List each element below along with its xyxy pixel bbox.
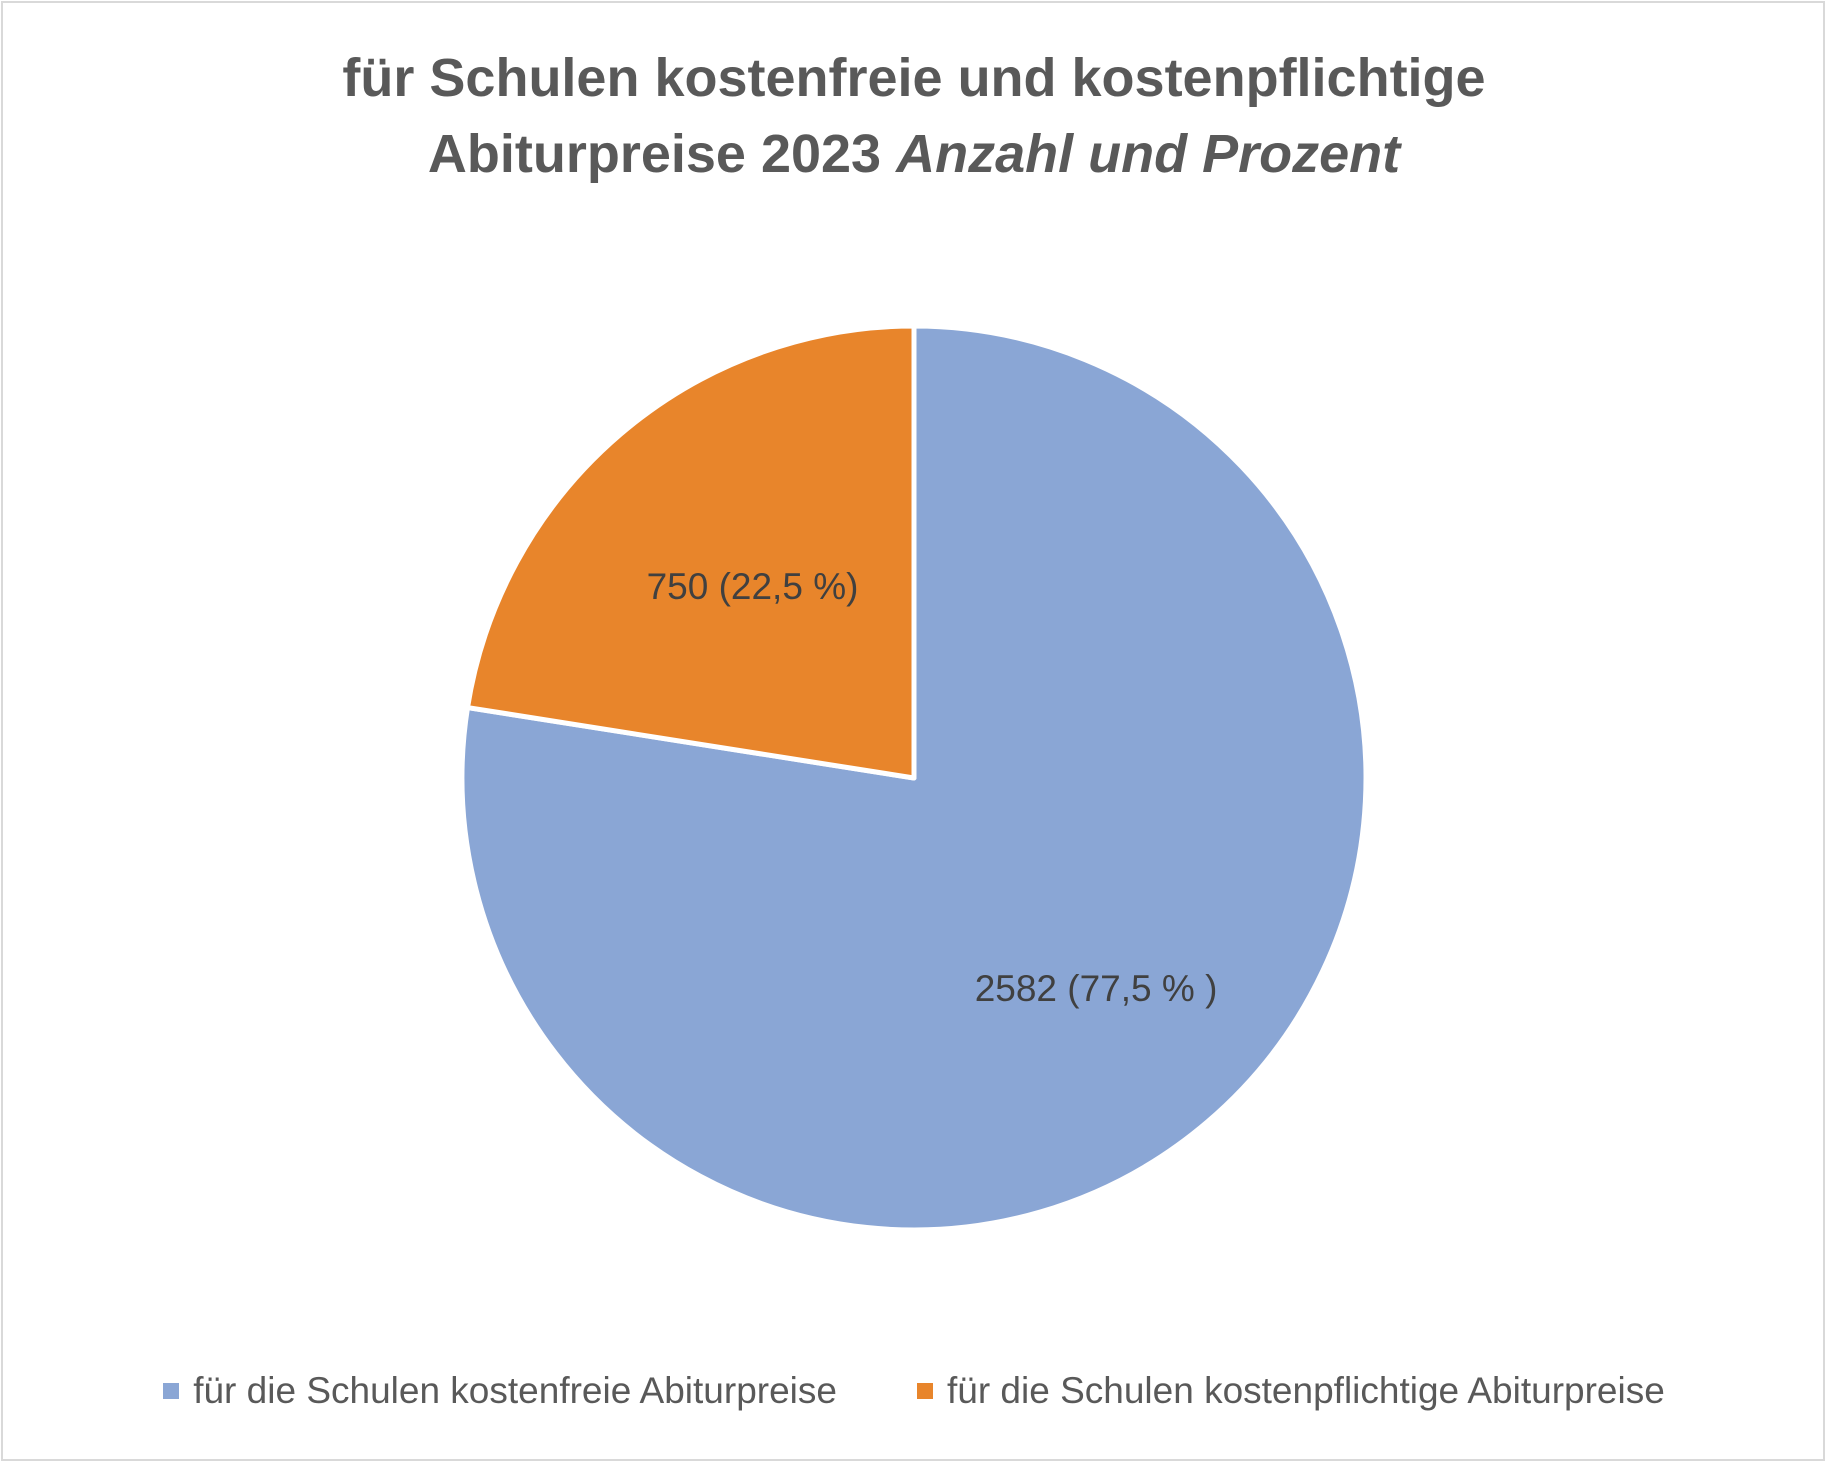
legend-swatch-kostenfreie	[163, 1383, 180, 1399]
chart-title-bold-part: Abiturpreise 2023	[427, 124, 882, 184]
legend-label-kostenfreie: für die Schulen kostenfreie Abiturpreise	[193, 1370, 837, 1411]
chart-title-line2: Abiturpreise 2023 Anzahl und Prozent	[0, 116, 1828, 192]
pie-data-labels: 2582 (77,5 % ) 750 (22,5 %)	[647, 566, 1218, 1009]
data-label-kostenpflichtige: 750 (22,5 %)	[647, 566, 859, 607]
legend-label-kostenpflichtige: für die Schulen kostenpflichtige Abiturp…	[946, 1370, 1665, 1411]
pie-slice-kostenfreie	[459, 323, 1369, 1233]
chart-title-line1: für Schulen kostenfreie und kostenpflich…	[342, 48, 1486, 108]
legend: für die Schulen kostenfreie Abiturpreise…	[0, 1370, 1828, 1412]
pie-slice-kostenpflichtige	[465, 323, 917, 781]
data-label-kostenfreie: 2582 (77,5 % )	[975, 968, 1218, 1009]
legend-item-kostenpflichtige: für die Schulen kostenpflichtige Abiturp…	[916, 1370, 1665, 1412]
pie-slices	[459, 323, 1369, 1233]
legend-item-kostenfreie: für die Schulen kostenfreie Abiturpreise	[163, 1370, 837, 1412]
chart-title: für Schulen kostenfreie und kostenpflich…	[0, 40, 1828, 192]
chart-title-italic-part: Anzahl und Prozent	[896, 124, 1401, 184]
legend-swatch-kostenpflichtige	[916, 1383, 933, 1399]
